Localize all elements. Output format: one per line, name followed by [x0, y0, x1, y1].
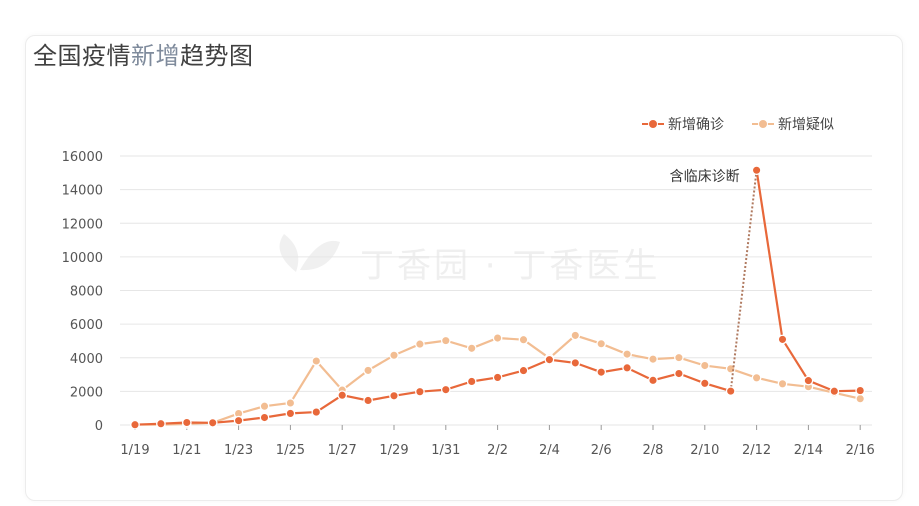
point-suspected — [855, 393, 866, 404]
legend-label: 新增疑似 — [778, 117, 834, 133]
point-confirmed — [751, 165, 762, 176]
point-confirmed — [156, 418, 166, 429]
point-confirmed — [259, 412, 270, 423]
x-tick-label: 2/14 — [794, 443, 823, 458]
point-confirmed — [233, 415, 244, 426]
x-tick-label: 2/6 — [591, 443, 612, 458]
point-confirmed — [492, 372, 503, 383]
point-suspected — [751, 372, 762, 383]
point-suspected — [518, 334, 529, 345]
x-tick-label: 2/8 — [643, 443, 664, 458]
watermark-leaf-icon — [300, 240, 340, 271]
x-tick-label: 2/16 — [846, 443, 875, 458]
point-suspected — [311, 356, 322, 366]
point-confirmed — [544, 354, 555, 365]
x-tick-label: 1/19 — [120, 443, 149, 458]
point-suspected — [415, 339, 425, 349]
y-tick-label: 2000 — [70, 385, 103, 400]
point-confirmed — [285, 408, 296, 419]
x-tick-label: 1/27 — [328, 443, 357, 458]
point-suspected — [674, 352, 684, 363]
watermark: 丁香园 · 丁香医生 — [360, 246, 660, 286]
point-confirmed — [181, 417, 192, 428]
point-suspected — [389, 350, 399, 361]
point-suspected — [259, 401, 270, 412]
point-suspected — [622, 349, 632, 360]
point-suspected — [466, 343, 477, 354]
point-confirmed — [207, 417, 218, 428]
y-tick-label: 14000 — [62, 184, 103, 199]
x-tick-label: 1/31 — [431, 443, 460, 458]
annotation-label: 含临床诊断 — [670, 169, 740, 185]
point-confirmed — [415, 386, 425, 397]
y-tick-label: 0 — [95, 419, 103, 434]
point-confirmed — [699, 378, 710, 389]
y-tick-label: 6000 — [70, 318, 103, 333]
y-tick-label: 4000 — [70, 352, 103, 367]
x-tick-label: 1/29 — [379, 443, 408, 458]
x-tick-label: 1/23 — [224, 443, 253, 458]
y-tick-label: 10000 — [62, 251, 103, 266]
point-confirmed — [829, 386, 840, 397]
x-tick-label: 2/10 — [690, 443, 719, 458]
legend-swatch-marker — [758, 119, 768, 129]
chart-title: 全国疫情新增趋势图 — [33, 42, 254, 70]
point-confirmed — [596, 367, 607, 378]
x-tick-label: 2/12 — [742, 443, 771, 458]
point-suspected — [440, 335, 451, 346]
legend-label: 新增确诊 — [668, 117, 724, 133]
point-suspected — [570, 330, 581, 341]
point-confirmed — [440, 384, 451, 395]
point-suspected — [492, 333, 503, 343]
point-confirmed — [725, 386, 736, 396]
clinical-diagnosis-connector — [729, 170, 758, 392]
point-confirmed — [674, 368, 684, 379]
point-suspected — [648, 354, 658, 365]
x-tick-label: 2/2 — [487, 443, 508, 458]
point-confirmed — [570, 358, 581, 368]
y-tick-label: 12000 — [62, 217, 103, 232]
point-confirmed — [518, 365, 529, 376]
point-confirmed — [648, 375, 658, 386]
point-suspected — [777, 378, 788, 389]
y-tick-label: 8000 — [70, 285, 103, 300]
legend-swatch-marker — [648, 119, 658, 129]
x-tick-label: 2/4 — [539, 443, 560, 458]
point-suspected — [596, 338, 607, 349]
series-line-confirmed — [134, 358, 732, 426]
x-tick-label: 1/21 — [172, 443, 201, 458]
point-confirmed — [466, 376, 477, 387]
point-confirmed — [363, 395, 373, 406]
point-confirmed — [803, 375, 814, 386]
point-confirmed — [777, 334, 788, 345]
point-suspected — [285, 398, 296, 408]
point-confirmed — [622, 363, 632, 373]
point-confirmed — [311, 407, 322, 417]
point-confirmed — [855, 385, 866, 396]
point-confirmed — [389, 390, 399, 401]
point-confirmed — [130, 419, 140, 430]
x-tick-label: 1/25 — [276, 443, 305, 458]
y-tick-label: 16000 — [62, 150, 103, 165]
point-suspected — [363, 365, 373, 376]
watermark-leaf-icon — [279, 234, 299, 272]
point-confirmed — [337, 390, 348, 401]
point-suspected — [699, 360, 710, 371]
